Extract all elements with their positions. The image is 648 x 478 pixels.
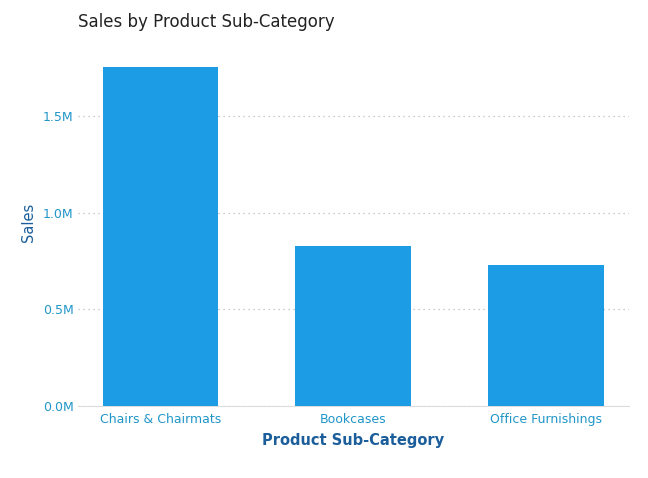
Text: Sales by Product Sub-Category: Sales by Product Sub-Category <box>78 13 334 31</box>
Bar <box>488 265 603 406</box>
Bar <box>295 246 411 406</box>
X-axis label: Product Sub-Category: Product Sub-Category <box>262 433 445 448</box>
Y-axis label: Sales: Sales <box>21 203 36 242</box>
Bar <box>103 67 218 406</box>
